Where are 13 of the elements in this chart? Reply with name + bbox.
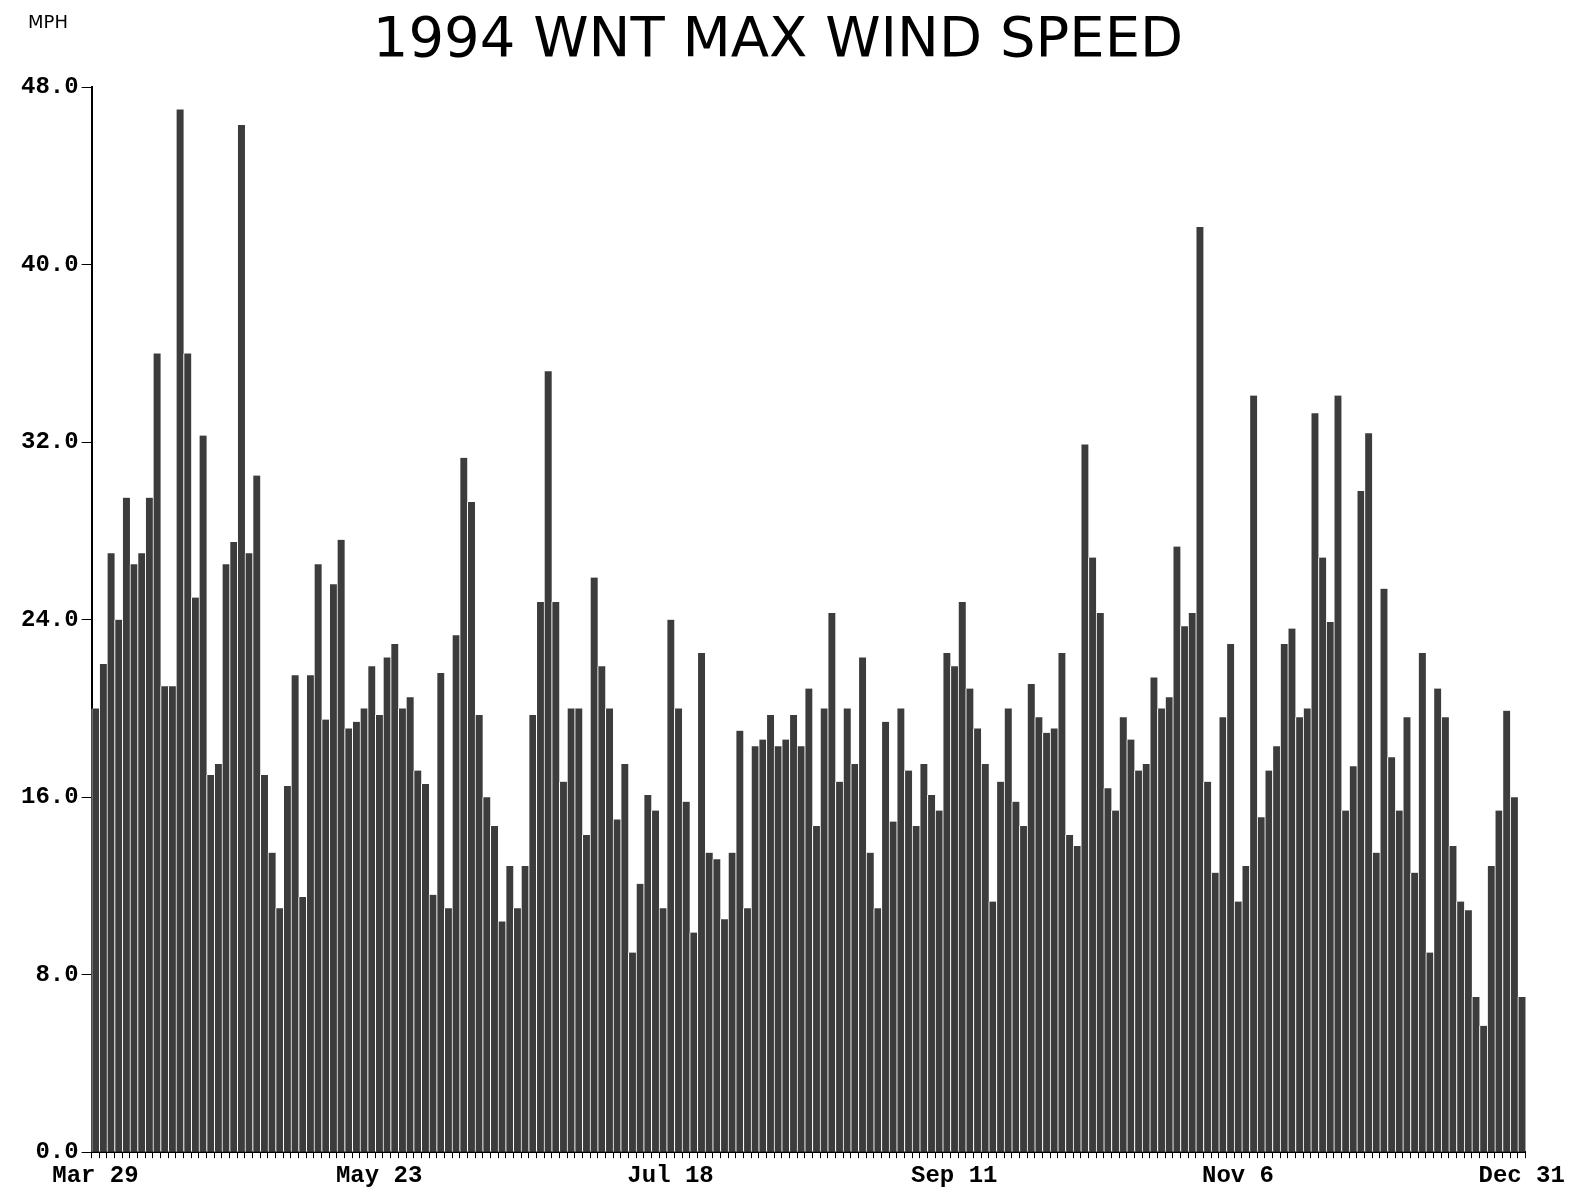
y-tick-label: 16.0 xyxy=(21,783,79,811)
y-axis-title: MPH xyxy=(28,10,68,32)
y-tick-label: 48.0 xyxy=(21,73,79,101)
chart-title: 1994 WNT MAX WIND SPEED xyxy=(372,4,1184,70)
x-tick-label: Nov 6 xyxy=(1201,1161,1274,1189)
x-tick-label: Sep 11 xyxy=(911,1161,998,1189)
y-tick-label: 24.0 xyxy=(21,605,79,633)
x-tick-label: May 23 xyxy=(335,1161,423,1189)
x-tick-label: Dec 31 xyxy=(1478,1161,1565,1189)
y-tick-label: 40.0 xyxy=(21,250,79,278)
x-tick-label: Jul 18 xyxy=(627,1161,714,1189)
y-tick-label: 32.0 xyxy=(21,428,79,456)
y-tick-label: 8.0 xyxy=(35,960,79,988)
